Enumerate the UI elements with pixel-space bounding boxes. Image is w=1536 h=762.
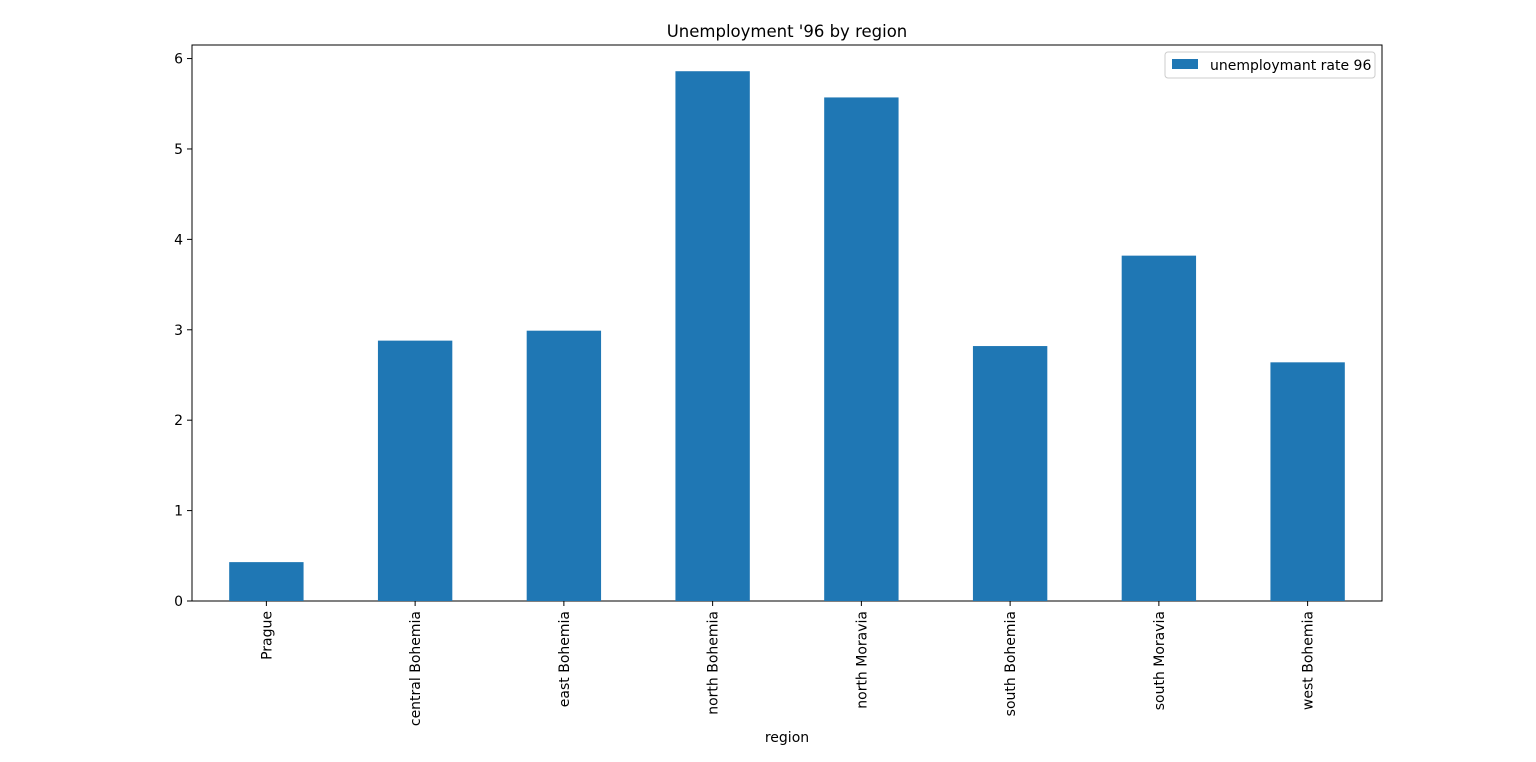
x-tick-label: north Moravia [854,611,870,709]
bar [377,340,453,601]
legend: unemploymant rate 96 [1164,51,1376,79]
bar [972,346,1048,601]
x-tick-label: central Bohemia [408,611,424,726]
x-tick-label: east Bohemia [557,611,573,707]
legend-label: unemploymant rate 96 [1210,58,1371,74]
plot-frame [191,44,1383,602]
y-tick-label: 6 [174,52,183,68]
x-axis-label: region [765,730,809,746]
y-tick-label: 3 [174,323,183,339]
y-axis: 0 1 2 3 4 5 6 [174,52,192,610]
x-axis: Prague central Bohemia east Bohemia north B… [259,601,1317,726]
y-tick-label: 1 [174,504,183,520]
x-tick-label: west Bohemia [1301,611,1317,710]
bars [229,71,1345,601]
x-tick-label: Prague [259,611,275,660]
x-tick-label: south Bohemia [1003,611,1019,716]
bar [1270,362,1345,601]
bar [1121,255,1197,601]
x-tick-label: north Bohemia [706,611,722,715]
bar [229,562,304,601]
x-tick-label: south Moravia [1152,611,1168,710]
y-tick-label: 2 [174,413,183,429]
bar [824,97,899,601]
bar [675,71,750,601]
bar [526,330,602,601]
y-tick-label: 5 [174,142,183,158]
plot-area [191,44,1383,602]
legend-swatch [1172,59,1198,69]
y-tick-label: 4 [174,232,183,248]
y-tick-label: 0 [174,594,183,610]
chart-title: Unemployment '96 by region [667,22,908,41]
legend-box [1164,51,1376,79]
